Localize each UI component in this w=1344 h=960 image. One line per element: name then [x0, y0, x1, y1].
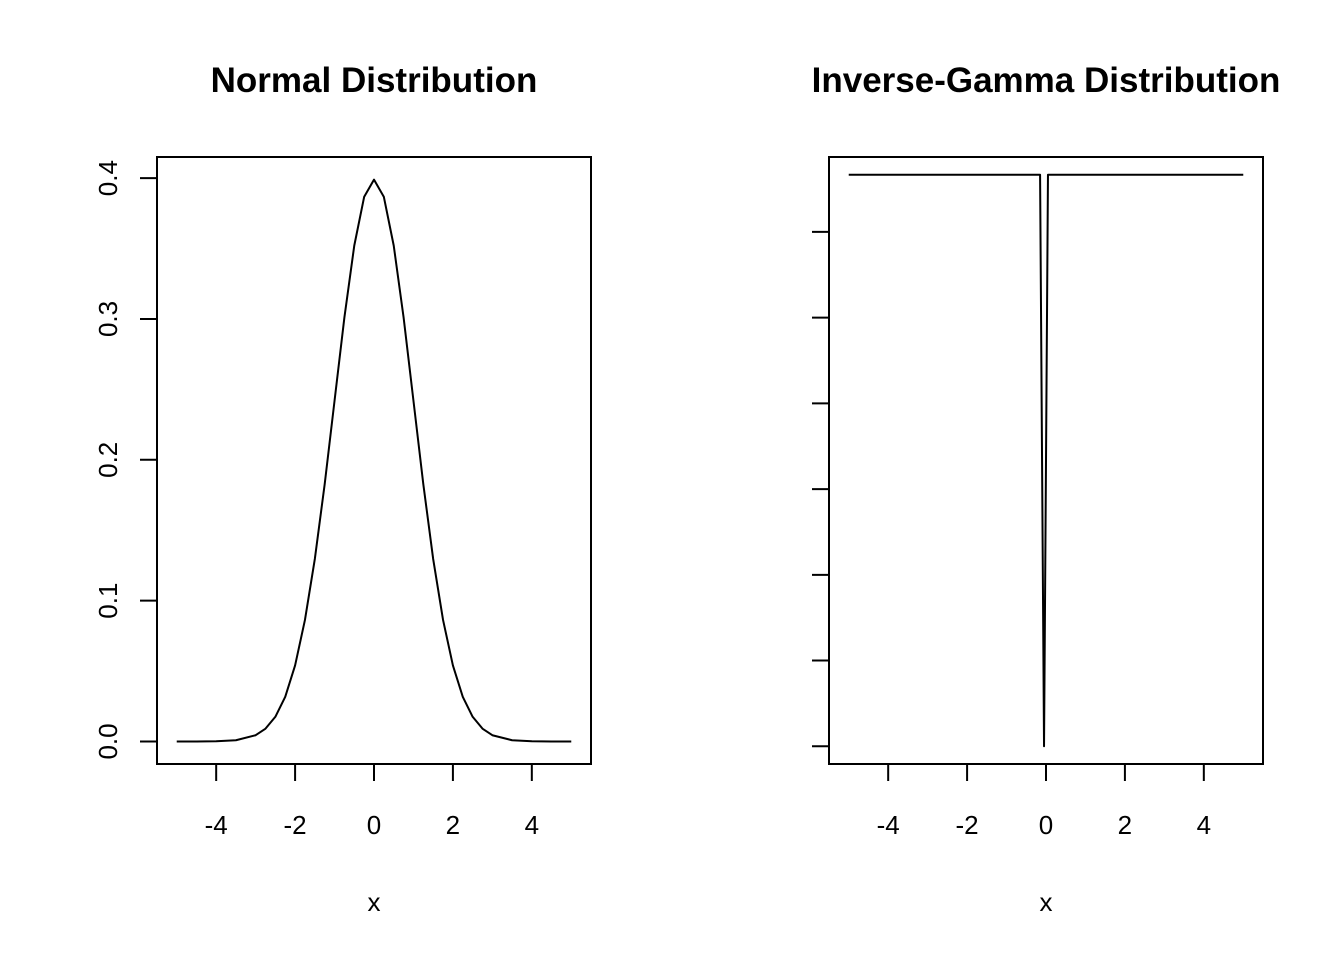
- x-tick-label: 4: [525, 810, 539, 840]
- chart-title: Normal Distribution: [211, 61, 538, 100]
- x-axis-label: x: [1040, 887, 1053, 917]
- chart-title: Inverse-Gamma Distribution: [812, 61, 1281, 100]
- series-line: [848, 173, 1244, 748]
- plot-area: -4 -2 0 2 4 0.0 0.1 0.2 0.3 0.4: [93, 160, 572, 840]
- x-tick-label: 0: [367, 810, 381, 840]
- plot-frame: [156, 156, 592, 765]
- x-tick-label: -2: [284, 810, 307, 840]
- x-tick-label: 2: [1118, 810, 1132, 840]
- inverse-gamma-distribution-panel: Inverse-Gamma Distribution -4 -2 0 2 4 x: [812, 61, 1281, 917]
- y-tick-label: 0.1: [93, 583, 123, 619]
- normal-distribution-panel: Normal Distribution -4 -2 0 2 4 0.0 0.1 0.2 0.3 0…: [93, 61, 592, 917]
- y-tick-label: 0.4: [93, 160, 123, 196]
- series-line: [176, 178, 572, 743]
- x-tick-label: -4: [877, 810, 900, 840]
- y-tick-label: 0.3: [93, 301, 123, 337]
- x-axis-label: x: [368, 887, 381, 917]
- plot-area: -4 -2 0 2 4: [812, 173, 1244, 840]
- y-tick-label: 0.2: [93, 442, 123, 478]
- y-tick-label: 0.0: [93, 723, 123, 759]
- x-tick-label: 0: [1039, 810, 1053, 840]
- x-tick-label: 2: [446, 810, 460, 840]
- x-tick-label: -2: [956, 810, 979, 840]
- x-tick-label: 4: [1197, 810, 1211, 840]
- x-tick-label: -4: [205, 810, 228, 840]
